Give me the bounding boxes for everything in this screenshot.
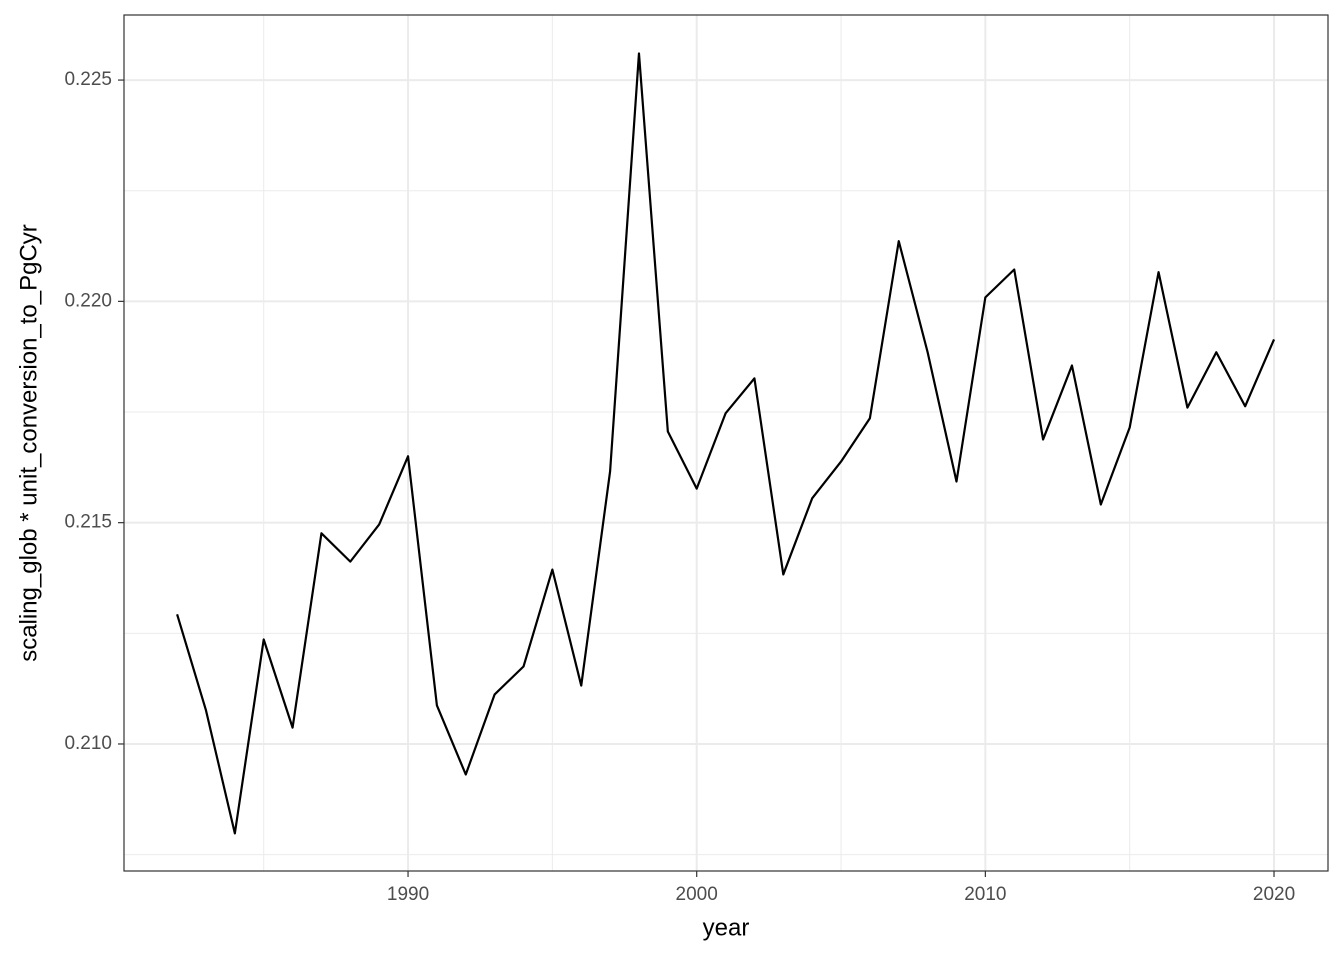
axes: 1990 2000 2010 2020 0.210 0.215 0.220 0.225 (64, 69, 1295, 905)
y-tick-label: 0.225 (64, 69, 112, 90)
x-tick-label: 2000 (676, 884, 718, 905)
y-tick-label: 0.220 (64, 290, 112, 311)
x-axis-title: year (703, 914, 750, 941)
y-tick-label: 0.215 (64, 512, 112, 533)
plot (176, 52, 1276, 835)
y-tick-label: 0.210 (64, 733, 112, 754)
data-line (176, 52, 1276, 835)
y-axis-title: scaling_glob * unit_conversion_to_PgCyr (15, 224, 42, 662)
x-tick-label: 2020 (1253, 884, 1295, 905)
grid (124, 15, 1328, 871)
panel-border (123, 14, 1329, 872)
x-tick-label: 2010 (964, 884, 1006, 905)
x-tick-label: 1990 (387, 884, 429, 905)
